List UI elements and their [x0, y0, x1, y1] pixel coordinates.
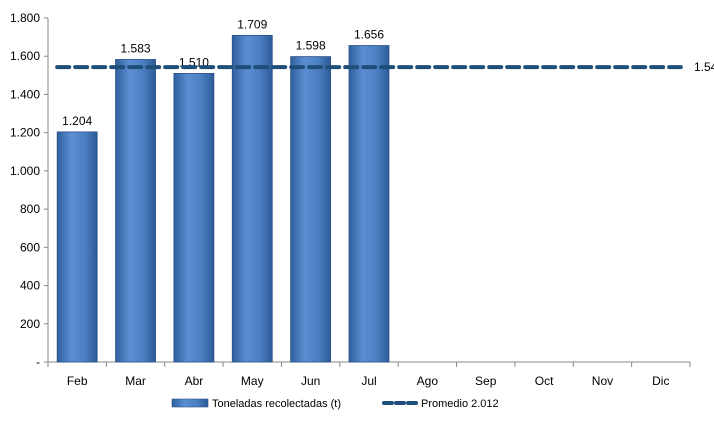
legend-label-average: Promedio 2.012 — [421, 398, 499, 410]
bar-data-label: 1.709 — [237, 17, 267, 31]
y-axis: - 200 400 600 800 1.000 1.200 1.400 1.600 1.800 — [10, 11, 49, 369]
x-tick-label: Jul — [361, 374, 376, 388]
bar — [231, 34, 273, 363]
y-tick-label: 400 — [20, 279, 40, 293]
bar — [173, 73, 215, 363]
bar — [56, 131, 98, 363]
x-tick-label: May — [241, 374, 264, 388]
x-tick-label: Sep — [475, 374, 497, 388]
average-data-label: 1.543 — [694, 60, 714, 74]
x-axis: Feb Mar Abr May Jun Jul Ago Sep Oct Nov Dic — [47, 361, 691, 388]
x-tick-label: Feb — [67, 374, 88, 388]
legend: Toneladas recolectadas (t) Promedio 2.012 — [171, 398, 499, 410]
x-tick-label: Oct — [535, 374, 554, 388]
y-tick-label: 1.000 — [10, 164, 40, 178]
bar — [348, 45, 390, 363]
bar-data-label: 1.204 — [62, 114, 92, 128]
x-tick-label: Abr — [185, 374, 204, 388]
x-tick-label: Mar — [125, 374, 146, 388]
x-tick-label: Ago — [417, 374, 439, 388]
y-tick-label: 1.800 — [10, 11, 40, 25]
bar-data-label: 1.656 — [354, 28, 384, 42]
bar-data-label: 1.583 — [121, 41, 151, 55]
y-tick-label: 1.400 — [10, 87, 40, 101]
legend-swatch-bars — [171, 398, 209, 408]
legend-label-bars: Toneladas recolectadas (t) — [212, 398, 341, 410]
x-tick-label: Nov — [592, 374, 613, 388]
y-tick-label: 1.600 — [10, 49, 40, 63]
bar — [115, 59, 156, 363]
y-tick-label: 800 — [20, 202, 40, 216]
y-tick-label: 200 — [20, 317, 40, 331]
y-tick-label: 600 — [20, 240, 40, 254]
y-tick-label: - — [36, 355, 40, 369]
bar-data-label: 1.598 — [296, 39, 326, 53]
y-tick-label: 1.200 — [10, 126, 40, 140]
average-line-series: 1.543 — [55, 60, 714, 74]
x-tick-label: Dic — [652, 374, 669, 388]
x-tick-label: Jun — [301, 374, 320, 388]
bar — [290, 56, 332, 363]
